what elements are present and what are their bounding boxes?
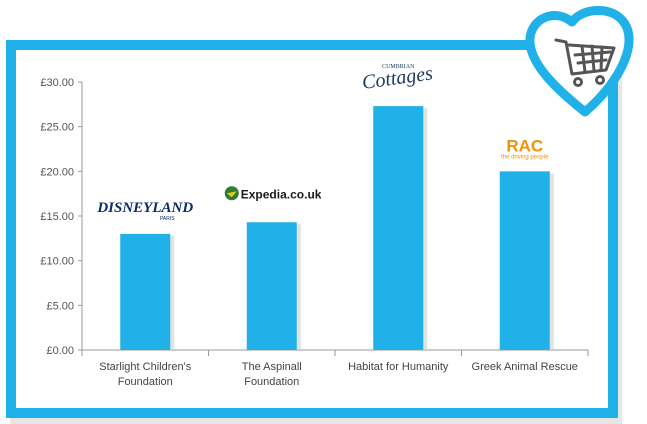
expedia-logo: Expedia.co.uk [224,186,322,201]
x-category-label: Starlight Children's [99,361,191,373]
y-tick-label: £30.00 [40,77,74,89]
bar [120,233,171,350]
svg-text:Cottages: Cottages [361,62,435,94]
svg-text:Expedia.co.uk: Expedia.co.uk [241,187,322,201]
shopping-cart-heart-icon [525,6,634,117]
cart-icon [554,38,616,87]
bar [373,106,424,351]
bar [246,222,297,350]
y-tick-label: £0.00 [46,345,74,357]
bar [499,171,550,350]
y-tick-label: £20.00 [40,166,74,178]
x-category-label: Greek Animal Rescue [472,361,578,373]
svg-text:RAC: RAC [506,136,543,155]
y-tick-label: £15.00 [40,211,74,223]
svg-text:CUMBRIAN: CUMBRIAN [382,64,415,70]
svg-text:the driving people: the driving people [501,154,549,160]
x-category-label: Foundation [244,376,299,388]
y-tick-label: £25.00 [40,122,74,134]
y-tick-label: £5.00 [46,300,74,312]
svg-text:PARIS: PARIS [160,216,175,222]
x-category-label: Habitat for Humanity [348,361,449,373]
svg-text:DISNEYLAND: DISNEYLAND [96,200,193,216]
x-category-label: Foundation [118,376,173,388]
x-category-label: The Aspinall [242,361,302,373]
y-tick-label: £10.00 [40,256,74,268]
